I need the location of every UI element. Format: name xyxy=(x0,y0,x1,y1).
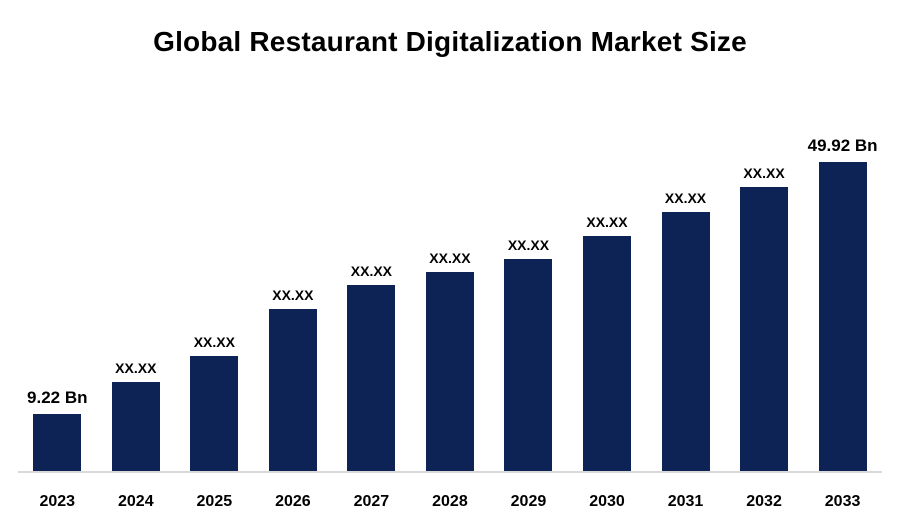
bar-2026 xyxy=(268,309,317,471)
x-label-2027: 2027 xyxy=(353,493,390,510)
bar-group-2033: 49.92 Bn xyxy=(804,95,882,471)
bar-2028 xyxy=(425,272,474,471)
chart-title: Global Restaurant Digitalization Market … xyxy=(153,26,747,57)
bar-group-2030: XX.XX xyxy=(568,95,646,471)
bar-group-2028: XX.XX xyxy=(411,95,489,471)
bar-value-label-2024: XX.XX xyxy=(115,360,157,376)
bar-2023 xyxy=(33,414,82,471)
bar-value-label-2033: 49.92 Bn xyxy=(807,136,878,155)
bar-group-2031: XX.XX xyxy=(647,95,725,471)
bar-value-label-2027: XX.XX xyxy=(350,263,393,279)
bar-2033 xyxy=(818,162,867,471)
x-label-2032: 2032 xyxy=(746,493,782,510)
x-label-2023: 2023 xyxy=(39,493,76,510)
bar-value-label-2029: XX.XX xyxy=(507,237,550,253)
x-label-2026: 2026 xyxy=(275,493,311,510)
x-label-2025: 2025 xyxy=(196,493,233,510)
bar-group-2026: XX.XX xyxy=(254,95,332,471)
bar-value-label-2026: XX.XX xyxy=(272,287,314,303)
bar-2024 xyxy=(111,382,160,471)
bar-value-label-2031: XX.XX xyxy=(664,190,707,206)
bar-group-2025: XX.XX xyxy=(175,95,253,471)
x-label-2029: 2029 xyxy=(510,493,547,510)
x-label-2033: 2033 xyxy=(824,493,861,510)
bar-group-2023: 9.22 Bn xyxy=(18,95,96,471)
bar-value-label-2023: 9.22 Bn xyxy=(27,388,88,407)
bar-2029 xyxy=(504,259,553,471)
bar-2025 xyxy=(190,356,239,471)
bar-value-label-2028: XX.XX xyxy=(429,250,471,266)
bar-2030 xyxy=(582,236,631,471)
bar-value-label-2030: XX.XX xyxy=(586,214,628,230)
bar-group-2032: XX.XX xyxy=(725,95,803,471)
bar-value-label-2025: XX.XX xyxy=(193,334,235,350)
bar-2031 xyxy=(661,212,710,471)
bar-group-2029: XX.XX xyxy=(489,95,567,471)
x-label-2031: 2031 xyxy=(667,493,704,510)
bar-group-2024: XX.XX xyxy=(97,95,175,471)
bar-2032 xyxy=(740,187,789,471)
bar-value-label-2032: XX.XX xyxy=(743,165,785,181)
bar-group-2027: XX.XX xyxy=(332,95,410,471)
bar-2027 xyxy=(347,285,396,471)
plot-area: 9.22 Bn XX.XX XX.XX XX.XX XX.XX XX.XX XX.XX XX.… xyxy=(18,95,882,473)
x-label-2028: 2028 xyxy=(432,493,468,510)
x-label-2024: 2024 xyxy=(118,493,154,510)
x-axis-labels: 2023 2024 2025 2026 2027 2028 2029 2030 2031 2032… xyxy=(18,493,882,511)
x-label-2030: 2030 xyxy=(589,493,625,510)
